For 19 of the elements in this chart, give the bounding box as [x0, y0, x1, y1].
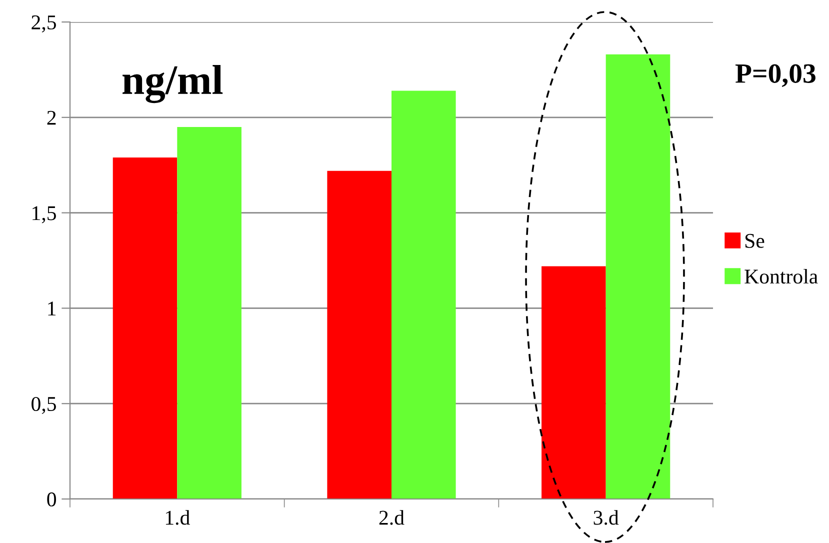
bar — [392, 90, 456, 499]
bar — [112, 157, 178, 499]
legend-label: Se — [745, 234, 764, 248]
legend-label: Kontrola — [744, 268, 818, 284]
y-tick-label: 1,5 — [32, 206, 56, 224]
y-tick-label: 2 — [47, 110, 56, 125]
y-tick-label: 1 — [48, 302, 56, 316]
bar — [177, 126, 242, 499]
bar — [606, 54, 670, 499]
x-tick-label: 1.d — [166, 510, 190, 525]
y-tick-label: 2,5 — [32, 15, 56, 32]
y-tick-label: 0,5 — [32, 396, 56, 414]
y-tick-label: 0 — [47, 492, 56, 506]
text: P=0,03 — [735, 64, 816, 87]
bar — [542, 266, 606, 499]
x-tick-label: 2.d — [379, 510, 404, 525]
x-tick-label: 3.d — [594, 510, 619, 525]
bar — [327, 170, 392, 499]
y-axis-title: ng/ml — [122, 64, 223, 104]
